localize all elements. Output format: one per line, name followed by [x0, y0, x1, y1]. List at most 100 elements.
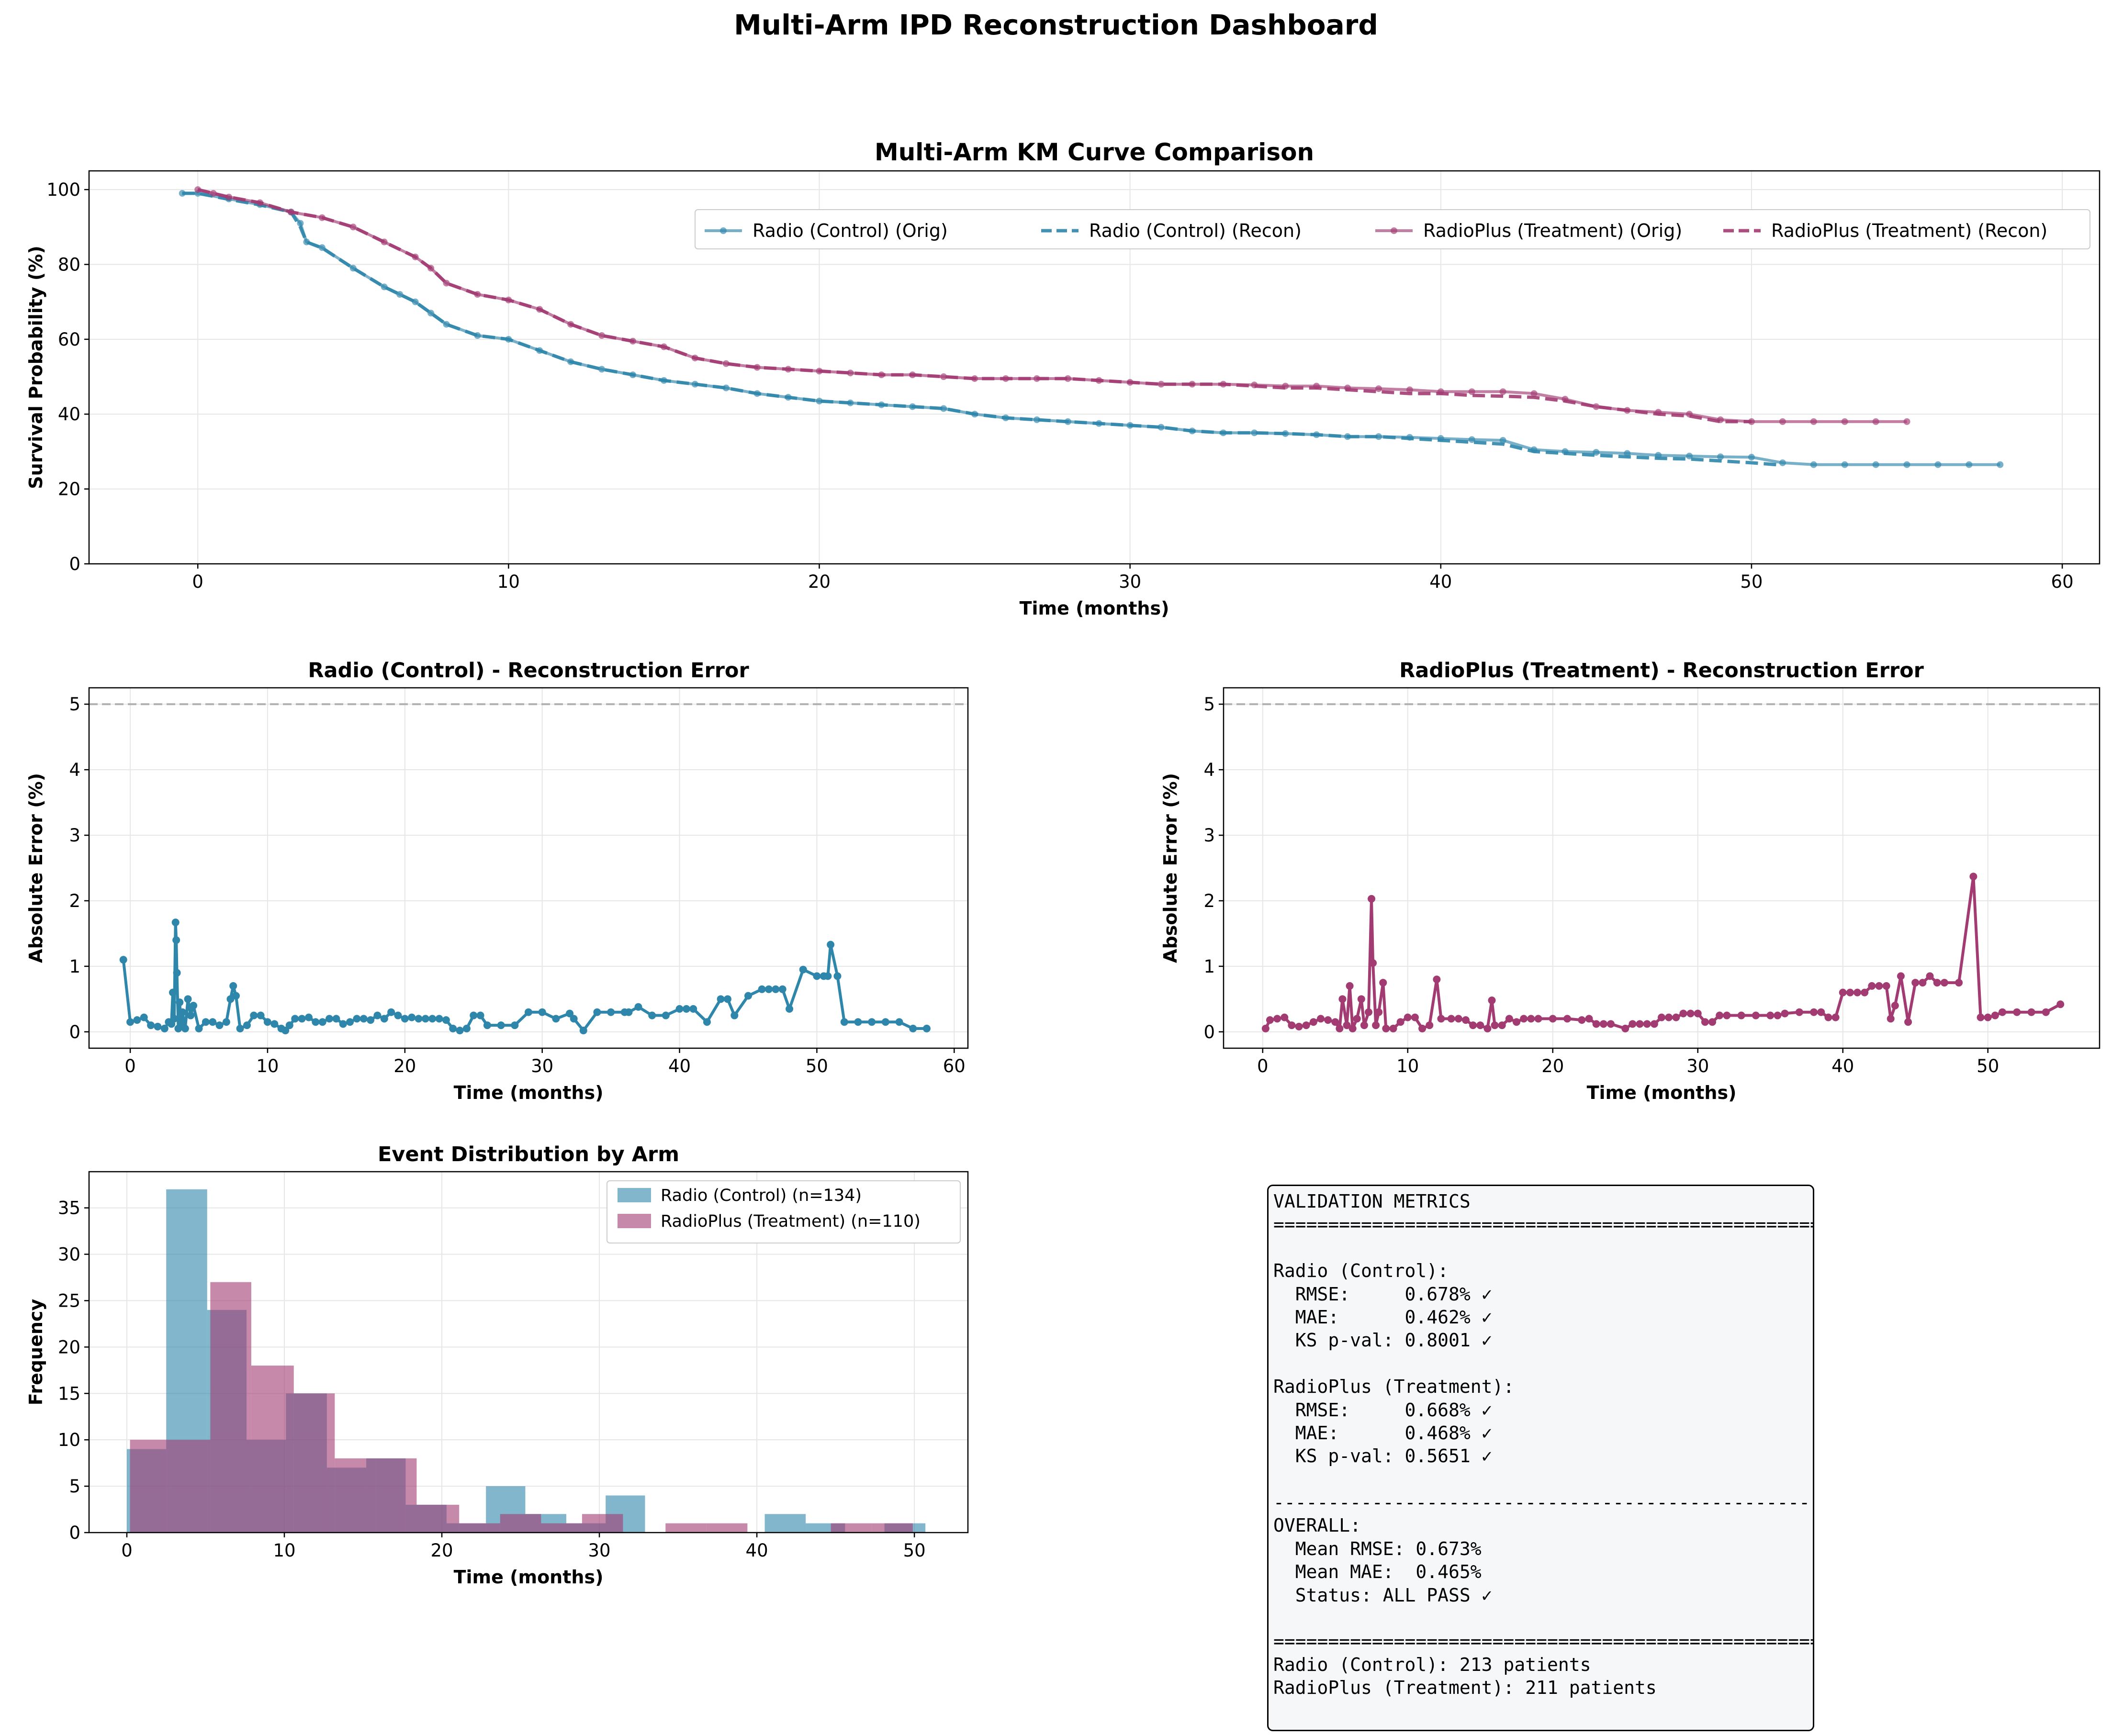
x-tick-label: 30 [531, 1056, 553, 1076]
x-tick-label: 30 [1119, 571, 1141, 592]
data-point [1737, 1011, 1745, 1019]
x-tick-label: 0 [192, 571, 203, 592]
data-point [723, 995, 731, 1003]
metrics-line: ----------------------------------------… [1273, 1492, 1814, 1513]
data-point [1810, 461, 1817, 468]
data-point [1266, 1016, 1274, 1024]
data-point [1781, 1009, 1789, 1018]
data-point [1324, 1016, 1332, 1024]
data-point [1636, 1020, 1644, 1028]
data-point [1861, 988, 1869, 997]
data-point [2013, 1008, 2021, 1016]
data-point [1476, 1021, 1484, 1030]
data-point [607, 1008, 615, 1016]
data-point [566, 1009, 574, 1018]
data-point [281, 1027, 290, 1035]
data-point [675, 1005, 684, 1013]
legend-marker [720, 227, 727, 234]
data-point [1966, 461, 1973, 468]
data-point [1469, 1021, 1477, 1030]
data-point [187, 1011, 195, 1019]
data-point [1530, 390, 1538, 397]
km-legend: Radio (Control) (Orig) Radio (Control) (R… [695, 209, 2090, 249]
x-tick-label: 50 [1977, 1056, 1999, 1076]
data-point [1491, 1021, 1499, 1030]
data-point [396, 291, 404, 298]
data-point [538, 1008, 546, 1016]
data-point [1426, 1021, 1434, 1030]
legend-label: Radio (Control) (Recon) [1089, 220, 1302, 241]
data-point [154, 1022, 162, 1030]
data-point [1708, 1018, 1717, 1026]
data-point [394, 1011, 402, 1019]
data-point [786, 1005, 794, 1013]
data-point [1406, 386, 1413, 393]
y-tick-label: 30 [58, 1244, 80, 1265]
metrics-line: Radio (Control): 213 patients [1273, 1654, 1591, 1675]
chart-title: Multi-Arm KM Curve Comparison [875, 138, 1314, 166]
data-point [1752, 1011, 1760, 1019]
data-point [1316, 1015, 1325, 1023]
x-tick-label: 20 [808, 571, 831, 592]
data-point [1433, 975, 1441, 984]
data-point [1468, 436, 1475, 443]
data-point [1520, 1015, 1528, 1023]
histogram-bar [541, 1523, 582, 1533]
y-tick-label: 0 [69, 554, 80, 574]
data-point [1364, 1008, 1372, 1016]
data-point [435, 1015, 443, 1023]
data-point [1779, 418, 1786, 425]
metrics-line: Mean MAE: 0.465% [1273, 1561, 1482, 1583]
data-point [703, 1018, 711, 1026]
histogram-bar [130, 1440, 169, 1533]
data-point [170, 1015, 178, 1023]
data-point [1549, 1015, 1557, 1023]
data-point [160, 1024, 169, 1032]
histogram-bar [872, 1523, 913, 1533]
data-point [263, 1018, 271, 1026]
x-tick-label: 20 [430, 1540, 453, 1561]
data-point [373, 1011, 382, 1019]
data-point [1375, 1008, 1383, 1016]
data-point [1369, 959, 1377, 967]
metrics-line: OVERALL: [1273, 1515, 1361, 1536]
metrics-line: Mean RMSE: 0.673% [1273, 1538, 1482, 1559]
data-point [318, 1018, 326, 1026]
x-tick-label: 60 [943, 1056, 966, 1076]
data-point [209, 1018, 217, 1026]
metrics-line: Radio (Control): [1273, 1260, 1449, 1282]
data-point [1977, 1013, 1985, 1021]
x-tick-label: 20 [393, 1056, 416, 1076]
data-point [312, 1018, 320, 1026]
histogram-bar [764, 1514, 806, 1533]
data-point [229, 982, 237, 990]
data-point [1488, 997, 1496, 1005]
legend-label: RadioPlus (Treatment) (Recon) [1771, 220, 2047, 241]
data-point [682, 1005, 690, 1013]
x-tick-label: 20 [1541, 1056, 1564, 1076]
series-line [182, 191, 1777, 467]
data-point [442, 1016, 450, 1024]
data-point [427, 310, 435, 317]
metrics-line: RadioPlus (Treatment): 211 patients [1273, 1677, 1657, 1699]
histogram-legend: Radio (Control) (n=134) RadioPlus (Treatm… [607, 1180, 961, 1243]
data-point [332, 1015, 340, 1023]
data-point [1716, 1011, 1724, 1019]
data-point [1483, 1024, 1492, 1032]
data-point [202, 1018, 210, 1026]
metrics-line: KS p-val: 0.5651 ✓ [1273, 1445, 1493, 1467]
data-point [326, 1015, 334, 1023]
data-point [476, 1011, 484, 1019]
data-point [1911, 979, 1920, 987]
data-point [1357, 995, 1365, 1003]
data-point [483, 1021, 491, 1030]
data-point [1650, 1020, 1658, 1028]
data-point [119, 956, 127, 964]
data-point [1686, 1009, 1695, 1018]
data-point [598, 366, 606, 373]
data-point [1447, 1015, 1455, 1023]
data-point [1396, 1018, 1404, 1026]
data-point [765, 985, 773, 993]
y-tick-label: 80 [58, 254, 80, 275]
